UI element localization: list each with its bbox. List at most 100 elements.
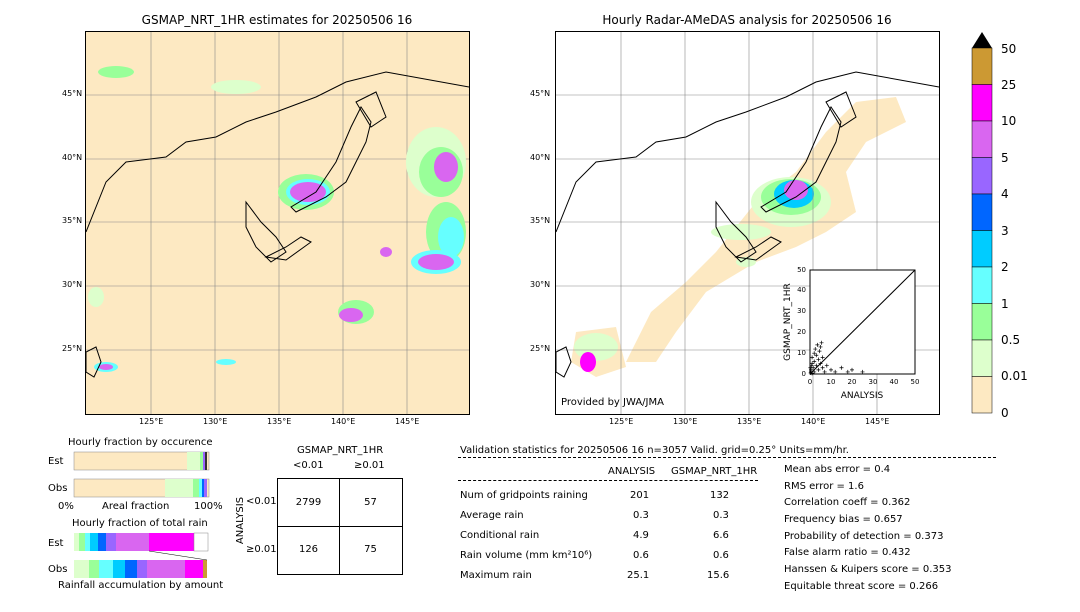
scatter-x-tick: 20 (848, 378, 857, 386)
colorbar-extend-arrow (972, 32, 992, 48)
left-lon-tick: 140°E (331, 417, 356, 426)
contingency-cell-22: 75 (364, 544, 377, 555)
scatter-x-tick: 40 (890, 378, 899, 386)
validation-row-gsmap: 132 (710, 490, 730, 501)
validation-row-analysis: 0.3 (633, 510, 649, 521)
amount-est-label: Est (48, 538, 64, 549)
scatter-point (812, 369, 817, 374)
scatter-point (810, 355, 815, 360)
score-line: False alarm ratio = 0.432 (784, 547, 911, 558)
contingency-cell-11: 2799 (295, 497, 322, 508)
analysis-coverage (571, 97, 906, 377)
occurrence-axis-right: 100% (194, 501, 223, 512)
right-lat-tick: 40°N (530, 153, 551, 162)
validation-row-analysis: 4.9 (633, 530, 649, 541)
right-lon-tick: 140°E (801, 417, 826, 426)
validation-row-label: Num of gridpoints raining (460, 490, 588, 501)
left-coastlines (86, 71, 469, 378)
right-lon-tick: 145°E (865, 417, 890, 426)
scatter-y-tick: 0 (802, 370, 806, 378)
colorbar-bar (971, 32, 993, 414)
right-map-title: Hourly Radar-AMeDAS analysis for 2025050… (602, 13, 892, 27)
scatter-point (820, 365, 825, 370)
scatter-xlabel: ANALYSIS (841, 391, 884, 401)
validation-row-label: Average rain (460, 510, 524, 521)
colorbar-label: 25 (1001, 78, 1017, 92)
validation-col-analysis: ANALYSIS (608, 466, 656, 477)
amount-footer: Rainfall accumulation by amount (58, 580, 224, 591)
right-lat-tick: 45°N (530, 89, 551, 98)
colorbar-segment (971, 266, 993, 304)
colorbar-segment (971, 157, 993, 195)
score-line: Equitable threat score = 0.266 (784, 581, 939, 592)
contingency-row2: ≥0.01 (246, 544, 277, 555)
left-lon-tick: 135°E (267, 417, 292, 426)
colorbar (970, 30, 1030, 420)
colorbar-label: 50 (1001, 42, 1017, 56)
colorbar-label: 0 (1001, 406, 1009, 420)
contingency-cell-12: 57 (364, 497, 377, 508)
scatter-point (816, 357, 821, 362)
colorbar-segment (971, 376, 993, 414)
scatter-y-tick: 50 (797, 266, 806, 274)
scatter-point (845, 369, 850, 374)
occurrence-axis-mid: Areal fraction (102, 501, 170, 512)
validation-row-gsmap: 0.3 (713, 510, 729, 521)
colorbar-label: 1 (1001, 297, 1009, 311)
right-lat-tick: 35°N (530, 216, 551, 225)
right-lat-tick: 25°N (530, 344, 551, 353)
amount-bars (74, 532, 209, 578)
contingency-row-axis: ANALYSIS (235, 496, 247, 545)
right-lon-tick: 135°E (737, 417, 762, 426)
occurrence-est-label: Est (48, 456, 64, 467)
amount-title: Hourly fraction of total rain (72, 518, 208, 529)
right-map-canvas (556, 32, 939, 414)
scatter-x-tick: 50 (911, 378, 920, 386)
scatter-point (820, 355, 825, 360)
right-coastlines (556, 71, 939, 378)
colorbar-label: 3 (1001, 224, 1009, 238)
scatter-point (812, 351, 817, 356)
score-line: Hanssen & Kuipers score = 0.353 (784, 564, 952, 575)
contingency-row1: <0.01 (246, 496, 277, 507)
scatter-point (813, 347, 818, 352)
scatter-point (812, 359, 817, 364)
left-rain-areas (88, 66, 466, 372)
colorbar-label: 0.5 (1001, 333, 1021, 347)
contingency-title: GSMAP_NRT_1HR (297, 445, 384, 456)
scatter-x-tick: 0 (808, 378, 812, 386)
left-lon-tick: 145°E (395, 417, 420, 426)
colorbar-segment (971, 120, 993, 158)
validation-row-analysis: 0.6 (633, 550, 649, 561)
validation-row-gsmap: 0.6 (713, 550, 729, 561)
scatter-x-tick: 30 (869, 378, 878, 386)
validation-row-gsmap: 6.6 (713, 530, 729, 541)
colorbar-segment (971, 230, 993, 268)
left-lat-tick: 45°N (62, 89, 83, 98)
contingency-grid: 2799 57 126 75 (277, 478, 403, 575)
occurrence-title: Hourly fraction by occurence (68, 437, 213, 448)
scatter-point (809, 363, 814, 368)
scatter-point (860, 369, 865, 374)
score-line: Frequency bias = 0.657 (784, 514, 903, 525)
scatter-point (833, 369, 838, 374)
scatter-point (814, 363, 819, 368)
right-lat-tick: 30°N (530, 280, 551, 289)
credit-text: Provided by JWA/JMA (561, 397, 664, 408)
scatter-point (829, 367, 833, 372)
left-map-title: GSMAP_NRT_1HR estimates for 20250506 16 (141, 13, 413, 27)
contingency-col1: <0.01 (293, 460, 324, 471)
occurrence-obs-label: Obs (48, 483, 68, 494)
occurrence-axis-left: 0% (58, 501, 74, 512)
colorbar-segment (971, 84, 993, 122)
diagonal-line (809, 269, 916, 375)
left-lon-tick: 130°E (203, 417, 228, 426)
score-line: Mean abs error = 0.4 (784, 464, 891, 475)
scatter-point (850, 367, 854, 372)
scatter-point (810, 371, 815, 376)
colorbar-segment (971, 47, 993, 85)
scatter-point (814, 353, 819, 358)
scatter-x-tick: 10 (827, 378, 836, 386)
scatter-inset: 0 10 20 30 40 50 0 10 20 30 40 50 ANALYS… (780, 262, 925, 407)
validation-row-analysis: 201 (630, 490, 650, 501)
